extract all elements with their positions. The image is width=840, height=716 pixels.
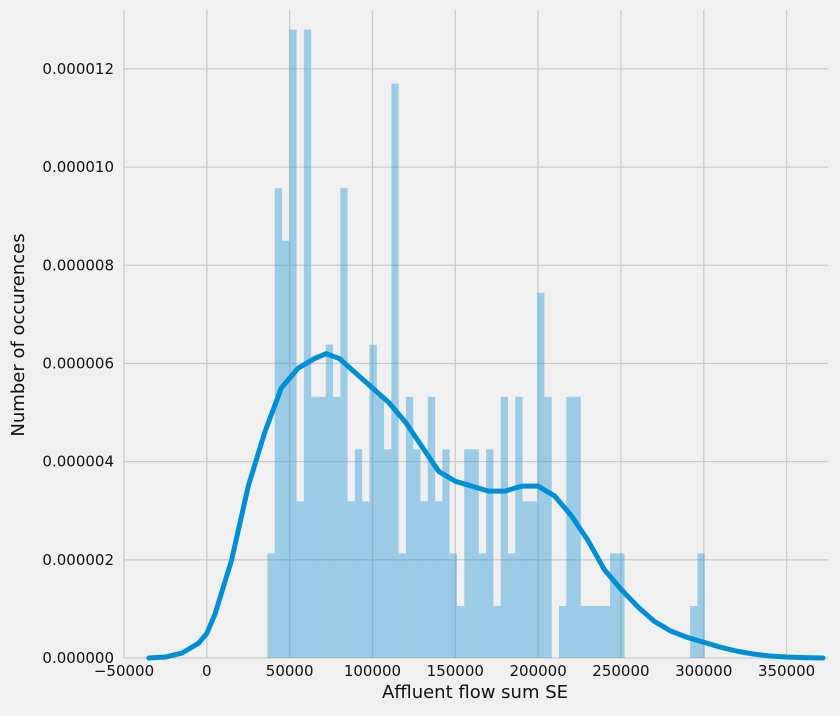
histogram-bar [449, 553, 457, 658]
histogram-bar [464, 449, 472, 658]
histogram-bar [522, 501, 530, 658]
y-tick-label: 0.000004 [42, 453, 114, 471]
x-tick-label: 0 [202, 662, 212, 680]
grid-layer [123, 10, 828, 659]
histogram-bar [558, 605, 567, 658]
x-tick-label: 250000 [592, 662, 649, 680]
histogram-bar [405, 396, 414, 658]
histogram-bar [413, 449, 421, 658]
y-tick-label: 0.000008 [42, 256, 114, 274]
histogram-bar [544, 396, 552, 658]
histogram-bar [537, 292, 545, 658]
x-tick-label: 100000 [344, 662, 401, 680]
histogram-bar [697, 553, 705, 658]
histogram-bar [515, 396, 523, 658]
y-tick-label: 0.000002 [42, 551, 114, 569]
histogram-bar [354, 449, 363, 658]
histogram-bar [267, 553, 275, 658]
histogram-bar [325, 344, 334, 658]
y-tick-label: 0.000006 [42, 354, 114, 372]
histogram-bar [456, 605, 465, 658]
histogram-bar [340, 188, 348, 658]
histogram-bar [690, 605, 698, 658]
histogram-bars [267, 29, 705, 659]
histogram-bar [303, 29, 312, 659]
histogram-bar [289, 29, 297, 659]
y-tick-label: 0.000010 [42, 158, 114, 176]
histogram-bar [486, 449, 494, 658]
histogram-bar [398, 553, 406, 658]
histogram-bar [333, 396, 341, 658]
histogram-bar [427, 396, 436, 658]
histogram-bar [507, 553, 516, 658]
histogram-bar [602, 605, 611, 658]
histogram-bar [580, 605, 589, 658]
histogram-bar [391, 83, 399, 659]
x-tick-label: 300000 [675, 662, 732, 680]
histogram-bar [529, 501, 538, 658]
y-tick-label: 0.000012 [42, 60, 114, 78]
histogram-bar [500, 396, 508, 658]
x-tick-label: 200000 [509, 662, 566, 680]
histogram-bar [442, 449, 450, 658]
x-axis-label: Affluent flow sum SE [382, 682, 568, 703]
histogram-bar [493, 605, 501, 658]
histogram-bar [347, 501, 355, 658]
histogram-bar [566, 396, 574, 658]
histogram-bar [369, 344, 377, 658]
histogram-bar [311, 396, 319, 658]
histogram-bar [478, 553, 487, 658]
histogram-bar [384, 449, 392, 658]
tick-labels: −50000 0 50000 100000 150000 200000 250000 3000… [42, 60, 815, 680]
kde-line-layer [146, 351, 826, 661]
x-tick-label: 50000 [266, 662, 314, 680]
y-axis-label: Number of occurences [8, 233, 29, 436]
histogram-bar [318, 396, 326, 658]
histogram-bar [588, 605, 596, 658]
histogram-bar [610, 553, 618, 658]
x-tick-label: 150000 [427, 662, 484, 680]
x-tick-label: −50000 [94, 662, 154, 680]
kde-line [146, 351, 826, 661]
histogram-bar [471, 449, 479, 658]
histogram-bar [282, 240, 290, 658]
histogram-bar [420, 501, 428, 658]
histogram-bar [296, 501, 304, 658]
histogram-bar [274, 188, 283, 658]
histogram-bar [376, 396, 385, 658]
x-tick-label: 350000 [758, 662, 815, 680]
histogram-bar [595, 605, 603, 658]
histogram-bar [435, 501, 443, 658]
histogram-bar [617, 553, 625, 658]
histogram-bar [362, 501, 370, 658]
y-tick-label: 0.000000 [42, 649, 114, 667]
